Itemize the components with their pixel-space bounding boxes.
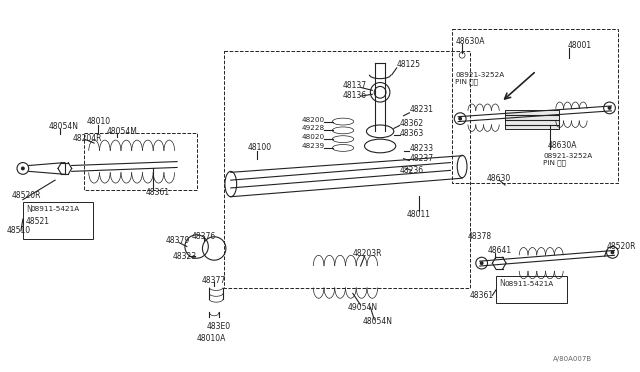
Text: 48236: 48236 [399,166,424,175]
Text: 48233: 48233 [410,144,433,153]
Text: PIN ビン: PIN ビン [543,159,566,166]
Text: 48363: 48363 [399,129,424,138]
Text: 48630A: 48630A [455,37,484,46]
Text: 08921-3252A: 08921-3252A [543,153,593,159]
Text: 48231: 48231 [410,105,433,114]
Bar [84,133,196,190]
Text: 48237: 48237 [410,154,433,163]
Text: 48379: 48379 [165,236,189,245]
Text: 48630A: 48630A [548,141,577,151]
Text: 48376: 48376 [192,232,216,241]
Text: 08921-3252A: 08921-3252A [455,72,504,78]
Text: 48011: 48011 [406,210,431,219]
Text: 48136: 48136 [343,91,367,100]
Text: 48377: 48377 [202,276,226,285]
Text: 49228: 49228 [302,125,325,131]
Text: 48641: 48641 [488,246,511,255]
Text: 48010: 48010 [86,117,111,126]
Text: A/80A007B: A/80A007B [553,356,592,362]
Circle shape [480,261,484,265]
Text: 48125: 48125 [397,61,420,70]
Text: N: N [26,205,31,214]
Text: 08911-5421A: 08911-5421A [31,206,80,212]
Bar [505,110,559,129]
Text: 48010A: 48010A [196,334,226,343]
Text: 48362: 48362 [399,119,424,128]
Text: 48020: 48020 [302,134,325,140]
Bar [452,29,618,183]
Bar [496,276,566,303]
Bar [224,51,470,288]
Text: 48054N: 48054N [362,317,392,326]
Text: 08911-5421A: 08911-5421A [504,280,554,286]
Text: 48001: 48001 [568,41,591,50]
Text: 48239: 48239 [302,143,325,149]
Circle shape [607,106,611,110]
Circle shape [458,117,462,121]
Text: PIN ビン: PIN ビン [455,78,478,85]
Text: 48137: 48137 [343,81,367,90]
Text: 48200: 48200 [302,117,325,123]
Circle shape [611,250,614,254]
Bar [23,202,93,239]
Text: 48520R: 48520R [11,191,41,200]
Text: 48378: 48378 [468,232,492,241]
Text: 48100: 48100 [248,144,271,153]
Text: 48203R: 48203R [353,249,382,258]
Text: 49054N: 49054N [348,302,378,311]
Circle shape [21,167,25,170]
Text: 48361: 48361 [146,188,170,197]
Text: 48361: 48361 [470,291,494,300]
Text: 48520R: 48520R [607,242,636,251]
Text: 48323: 48323 [172,252,196,261]
Text: 48204R: 48204R [73,134,102,143]
Text: 48510: 48510 [6,227,30,235]
Text: 48054N: 48054N [48,122,78,131]
Text: 483E0: 483E0 [206,322,230,331]
Text: N: N [499,279,505,288]
Text: 48521: 48521 [26,217,50,226]
Text: 48630: 48630 [486,174,511,183]
Text: 48054M: 48054M [107,127,138,136]
